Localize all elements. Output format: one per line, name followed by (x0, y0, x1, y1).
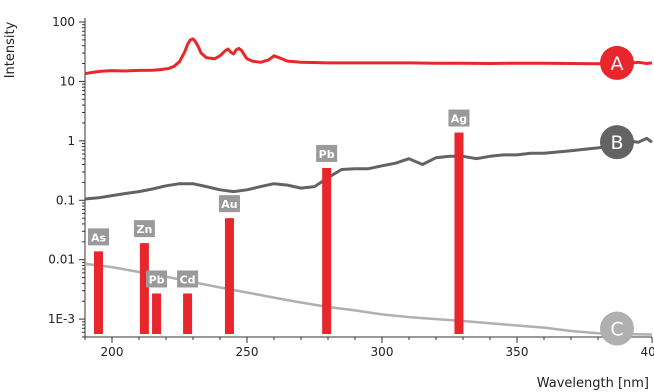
series-marker-b (600, 125, 634, 160)
series-marker-a (600, 45, 634, 80)
element-label-box (316, 144, 338, 162)
bar-pb (152, 293, 162, 334)
element-label-cd: Cd (180, 273, 196, 286)
y-tick-label: 100 (52, 15, 75, 29)
element-label-pb: Pb (319, 148, 335, 161)
x-axis-title: Wavelength [nm] (537, 376, 649, 391)
element-label-box (218, 195, 240, 213)
bar-zn (139, 243, 149, 334)
bar-au (224, 218, 234, 334)
series-label-b: B (610, 132, 623, 154)
series-label-a: A (611, 53, 624, 75)
y-tick-label: 10 (60, 74, 75, 88)
y-tick-label: 0.1 (56, 193, 75, 207)
y-tick-label: 1 (67, 134, 75, 148)
element-label-as: As (91, 231, 107, 244)
bar-ag (454, 132, 464, 334)
x-tick-label: 400 (641, 345, 654, 359)
element-label-box (133, 220, 155, 238)
series-line-b (84, 136, 653, 201)
series-line-a (84, 37, 653, 76)
element-label-ag: Ag (451, 113, 467, 126)
x-tick-label: 200 (101, 345, 124, 359)
series-label-c: C (610, 319, 623, 341)
bar-as (94, 251, 103, 334)
series-marker-c (600, 311, 634, 346)
bar-cd (183, 293, 193, 334)
element-label-box (88, 228, 109, 246)
element-label-box (146, 270, 168, 288)
y-tick-label: 1E-3 (48, 312, 75, 326)
bar-pb (322, 167, 332, 334)
element-label-au: Au (221, 198, 237, 211)
x-tick-label: 350 (506, 345, 529, 359)
labels: As Zn Pb Cd Au Pb Ag A B C (88, 45, 634, 346)
element-label-box (448, 109, 470, 127)
y-tick-label: 0.01 (48, 253, 75, 267)
series-line-c (84, 262, 653, 336)
x-tick-label: 250 (236, 345, 259, 359)
axes: 100 10 1 0.1 0.01 1E-3 200 250 300 350 400 (48, 15, 654, 359)
y-axis-title: Intensity (3, 21, 18, 78)
element-label-pb: Pb (149, 273, 165, 286)
element-label-box (177, 270, 199, 288)
element-label-zn: Zn (136, 223, 152, 236)
element-bars (94, 132, 464, 334)
x-tick-label: 300 (371, 345, 394, 359)
series-lines (84, 37, 653, 336)
